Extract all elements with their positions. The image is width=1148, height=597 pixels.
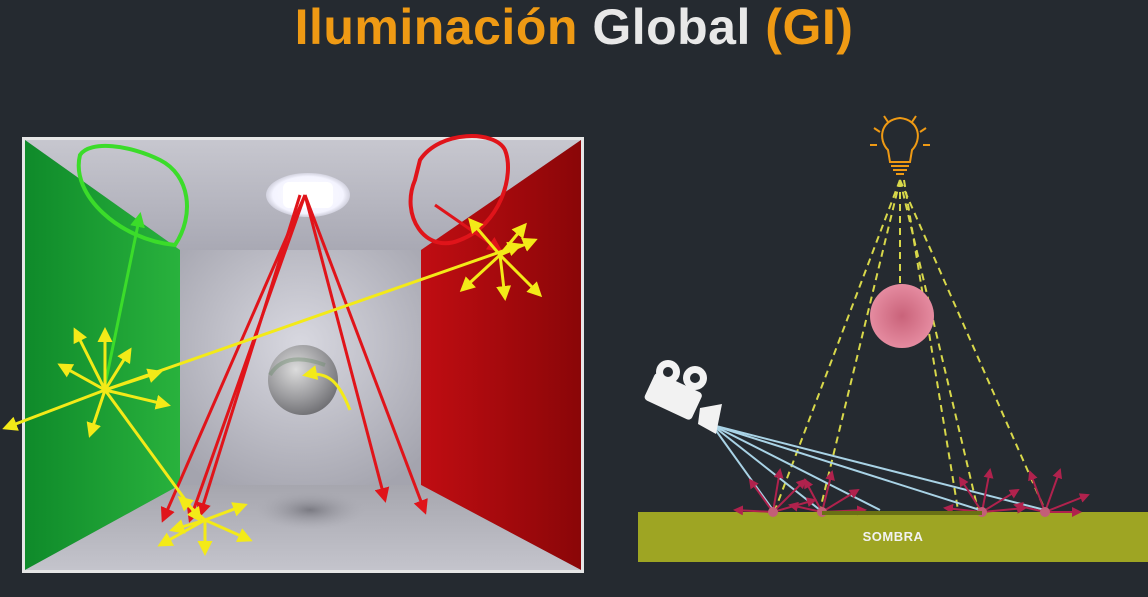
- sphere: [268, 345, 338, 415]
- floor-label-sombra: SOMBRA: [862, 529, 924, 544]
- cornell-box-render: [22, 137, 584, 573]
- shadow-region: [822, 511, 982, 515]
- sphere-shadow: [255, 490, 365, 530]
- title-word-iluminacion: Iluminación: [294, 0, 578, 55]
- title-word-gi: (GI): [765, 0, 854, 55]
- occluder-sphere: [870, 284, 934, 348]
- movie-camera-icon: [644, 360, 722, 434]
- lightbulb-icon: [870, 115, 930, 175]
- gi-diagram: [638, 115, 1148, 562]
- camera-rays: [711, 424, 1046, 511]
- slide-title: Iluminación Global (GI): [0, 0, 1148, 58]
- floor-plane: [638, 512, 1148, 562]
- lamp-panel: [283, 182, 333, 208]
- cornell-box-image: [25, 140, 581, 570]
- title-word-global: Global: [592, 0, 751, 55]
